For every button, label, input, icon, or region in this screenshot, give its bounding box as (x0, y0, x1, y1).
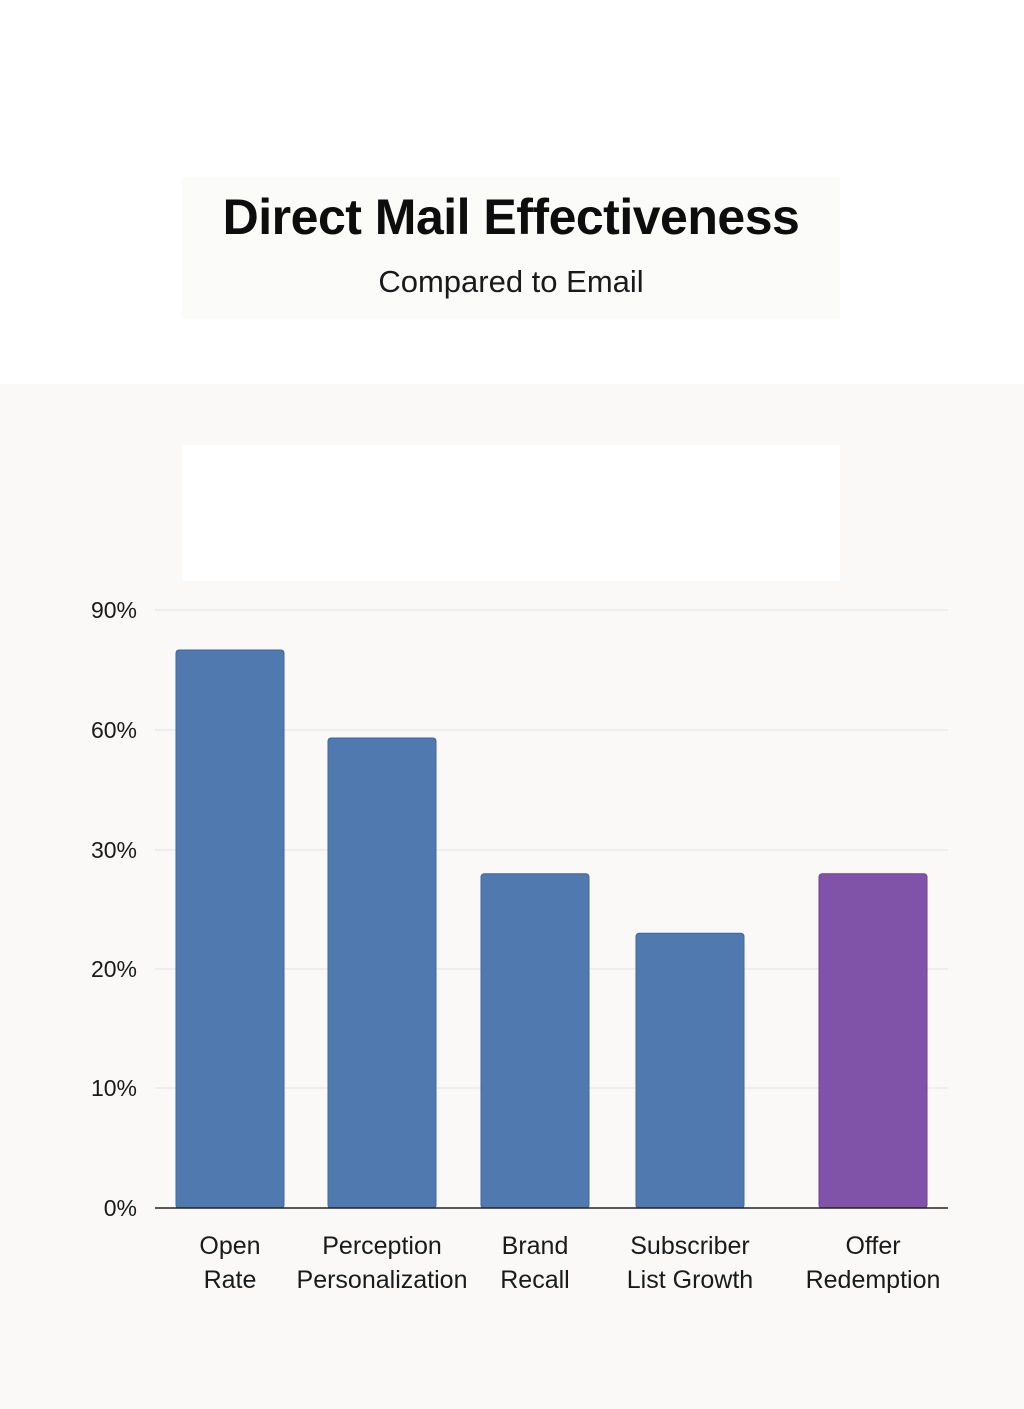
bar[interactable] (175, 649, 285, 1209)
x-tick-label: Redemption (806, 1266, 941, 1294)
title-block: Direct Mail Effectiveness Compared to Em… (182, 178, 840, 318)
x-tick-label: Perception (322, 1232, 442, 1260)
blank-panel (182, 445, 840, 581)
chart-subtitle: Compared to Email (378, 264, 644, 299)
y-tick-label: 0% (104, 1195, 137, 1221)
x-tick-label: Personalization (297, 1266, 468, 1294)
bar[interactable] (327, 737, 437, 1209)
y-tick-label: 30% (91, 837, 137, 863)
x-tick-label: Recall (500, 1266, 569, 1294)
y-tick-label: 90% (91, 597, 137, 623)
y-tick-label: 20% (91, 956, 137, 982)
bar[interactable] (818, 873, 928, 1209)
y-tick-label: 60% (91, 717, 137, 743)
x-tick-label: Open (199, 1232, 260, 1260)
bar[interactable] (635, 932, 745, 1209)
x-tick-label: Subscriber (630, 1232, 750, 1260)
y-tick-label: 10% (91, 1075, 137, 1101)
x-tick-label: Rate (204, 1266, 257, 1294)
bar[interactable] (480, 873, 590, 1209)
x-tick-label: Offer (845, 1232, 900, 1260)
x-tick-label: Brand (502, 1232, 569, 1260)
chart-title: Direct Mail Effectiveness (222, 189, 800, 245)
x-tick-label: List Growth (627, 1266, 753, 1294)
